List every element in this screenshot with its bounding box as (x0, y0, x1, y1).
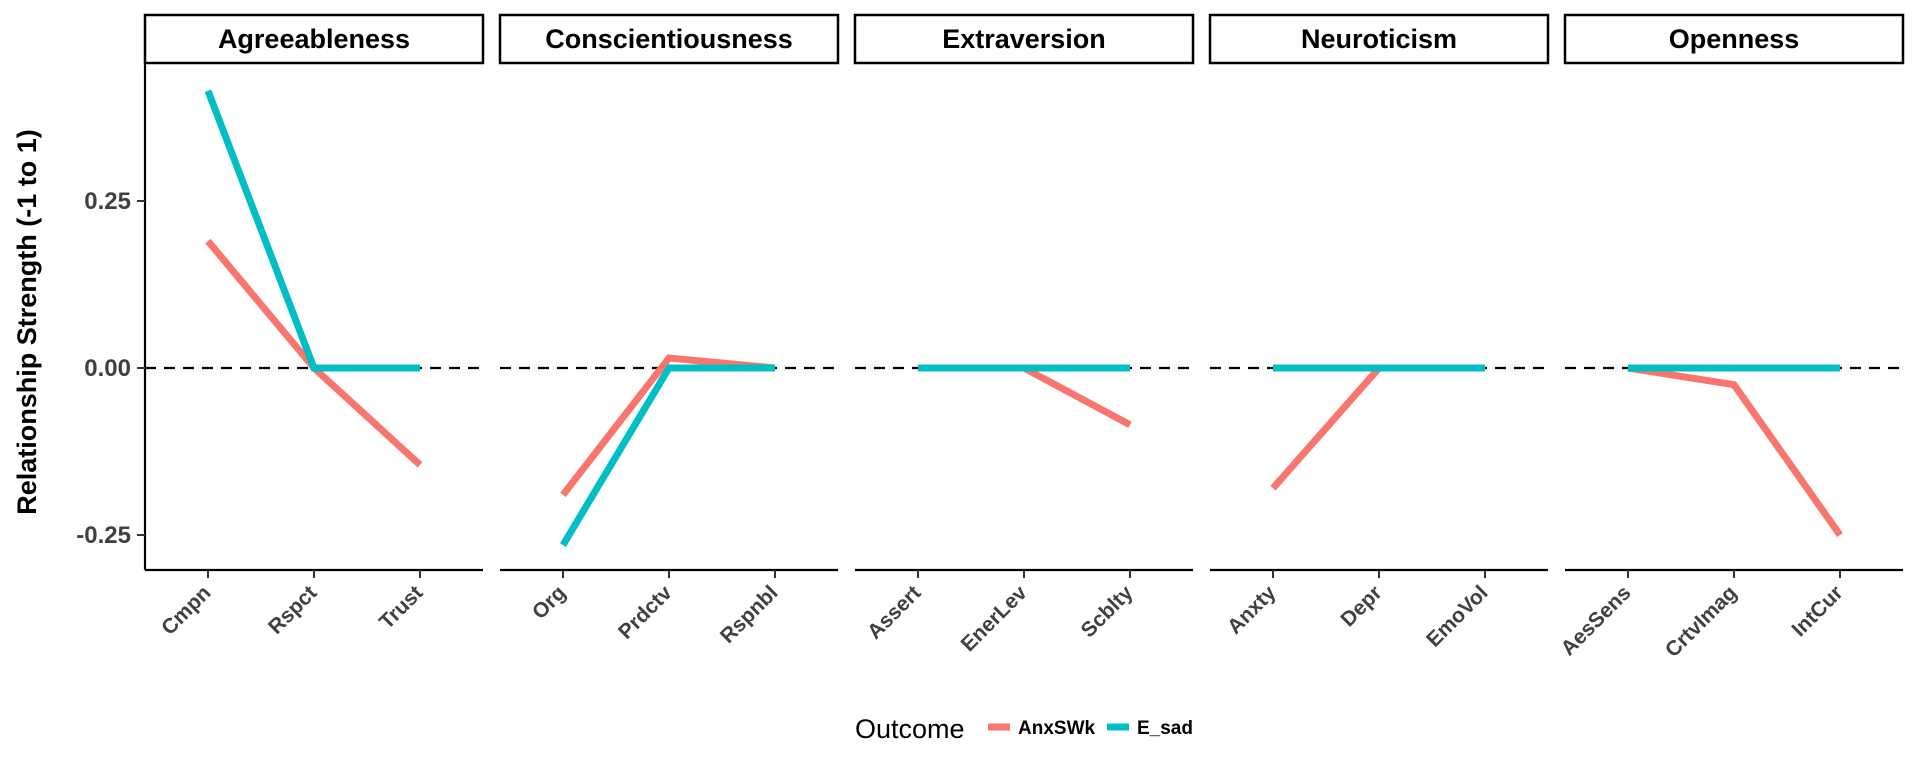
y-axis: -0.25 0.00 0.25 (76, 63, 147, 570)
series-line-anxswk (205, 238, 423, 468)
x-tick-label: EmoVol (1422, 581, 1492, 651)
legend: Outcome AnxSWk E_sad (855, 714, 1193, 744)
series-line-e-sad (559, 364, 775, 547)
facet-title: Neuroticism (1301, 24, 1457, 54)
facet-strip (853, 13, 1195, 65)
facet-strip (498, 13, 840, 65)
facet-strip (1208, 13, 1550, 65)
x-tick-label: Org (528, 581, 571, 624)
facets-layer: Agreeableness Cmpn Rspct Trust Conscientious… (143, 13, 1905, 662)
y-tick-label: 0.25 (84, 188, 131, 215)
facet-strip (1563, 13, 1905, 65)
x-tick-label: Assert (863, 581, 925, 643)
facet-strip (143, 13, 485, 65)
facet-neuroticism: Neuroticism Anxty Depr EmoVol (1208, 13, 1550, 652)
x-tick-label: Scblty (1077, 581, 1138, 642)
legend-label-anxswk: AnxSWk (1018, 718, 1096, 739)
series-line-anxswk (918, 364, 1132, 428)
x-tick-label: CrtvImag (1661, 581, 1742, 662)
legend-label-e-sad: E_sad (1137, 718, 1193, 739)
facet-openness: Openness AesSens CrtvImag IntCur (1557, 13, 1905, 662)
facet-extraversion: Extraversion Assert EnerLev Scblty (853, 13, 1195, 656)
y-tick-label: -0.25 (76, 522, 131, 549)
y-axis-title: Relationship Strength (-1 to 1) (12, 129, 42, 515)
x-tick-label: Rspnbl (716, 581, 783, 648)
facet-title: Agreeableness (218, 24, 410, 54)
facet-title: Conscientiousness (545, 24, 793, 54)
x-tick-label: Trust (375, 581, 428, 634)
x-tick-label: IntCur (1788, 581, 1848, 641)
series-line-anxswk (1270, 364, 1485, 491)
legend-title: Outcome (855, 714, 965, 744)
series-line-e-sad (204, 89, 420, 372)
facet-agreeableness: Agreeableness Cmpn Rspct Trust (143, 13, 485, 640)
x-tick-label: Cmpn (157, 581, 215, 639)
x-tick-label: AesSens (1557, 581, 1636, 660)
series-line-anxswk (1627, 364, 1843, 538)
facet-title: Openness (1669, 24, 1800, 54)
y-tick-label: 0.00 (84, 355, 131, 382)
facet-conscientiousness: Conscientiousness Org Prdctv Rspnbl (498, 13, 840, 648)
series-line-anxswk (560, 354, 776, 498)
x-tick-label: EnerLev (957, 581, 1032, 656)
x-tick-label: Anxty (1223, 581, 1281, 639)
x-tick-label: Prdctv (614, 581, 677, 644)
x-tick-label: Rspct (264, 581, 322, 639)
facet-title: Extraversion (942, 24, 1106, 54)
x-tick-label: Depr (1336, 581, 1386, 631)
